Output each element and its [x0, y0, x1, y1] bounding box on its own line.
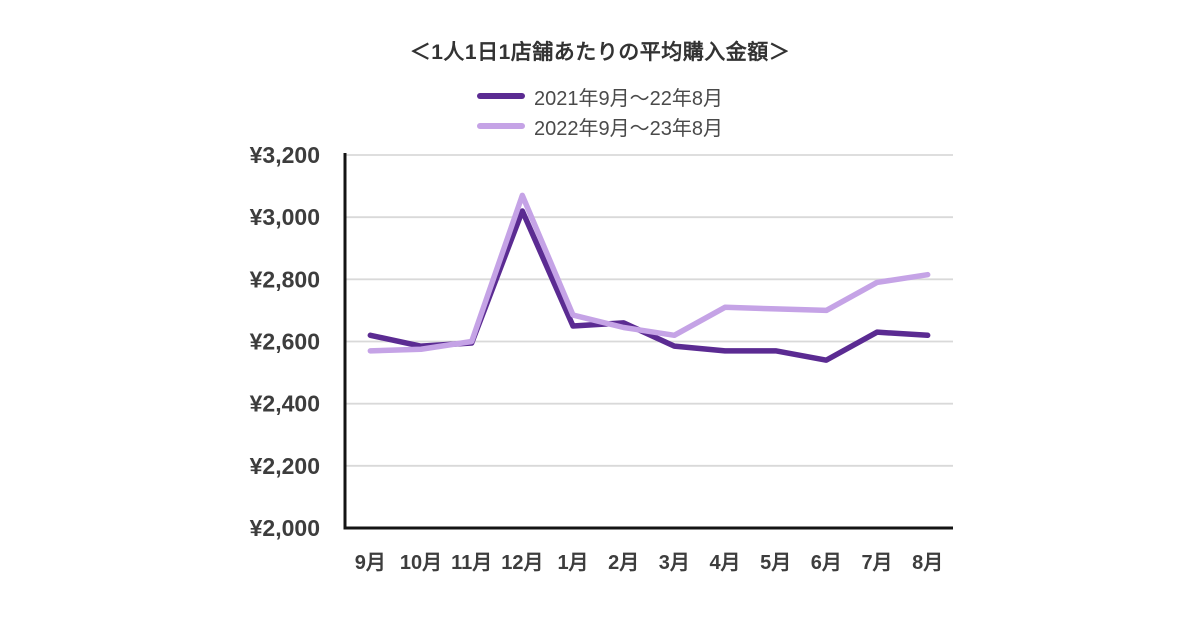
y-tick-label: ¥3,000 [250, 204, 320, 230]
y-tick-label: ¥2,800 [250, 266, 320, 292]
x-tick-label: 10月 [400, 552, 442, 574]
x-tick-label: 4月 [709, 552, 740, 574]
x-tick-label: 5月 [760, 552, 791, 574]
legend-item-2021: 2021年9月〜22年8月 [477, 82, 723, 110]
series-line-0 [367, 208, 931, 363]
y-tick-label: ¥2,600 [250, 329, 320, 355]
x-tick-label: 7月 [861, 552, 892, 574]
x-tick-label: 6月 [811, 552, 842, 574]
x-tick-label: 12月 [501, 552, 543, 574]
legend-item-2022: 2022年9月〜23年8月 [477, 112, 723, 140]
x-tick-label: 8月 [912, 552, 943, 574]
y-tick-label: ¥2,000 [250, 515, 320, 541]
chart-legend: 2021年9月〜22年8月 2022年9月〜23年8月 [0, 82, 1200, 140]
legend-line-swatch-2022 [477, 123, 525, 129]
y-tick-label: ¥2,200 [250, 453, 320, 479]
x-tick-label: 3月 [659, 552, 690, 574]
y-tick-label: ¥3,200 [250, 142, 320, 168]
legend-line-swatch-2021 [477, 93, 525, 99]
series-line-1 [367, 192, 931, 354]
legend-label-2022: 2022年9月〜23年8月 [534, 117, 723, 140]
y-tick-label: ¥2,400 [250, 391, 320, 417]
x-tick-label: 11月 [451, 552, 492, 574]
legend-label-2021: 2021年9月〜22年8月 [534, 87, 723, 110]
x-tick-label: 9月 [355, 552, 386, 574]
chart-title: ＜1人1日1店舗あたりの平均購入金額＞ [409, 41, 791, 64]
x-tick-label: 2月 [608, 552, 639, 574]
x-tick-label: 1月 [557, 552, 588, 574]
